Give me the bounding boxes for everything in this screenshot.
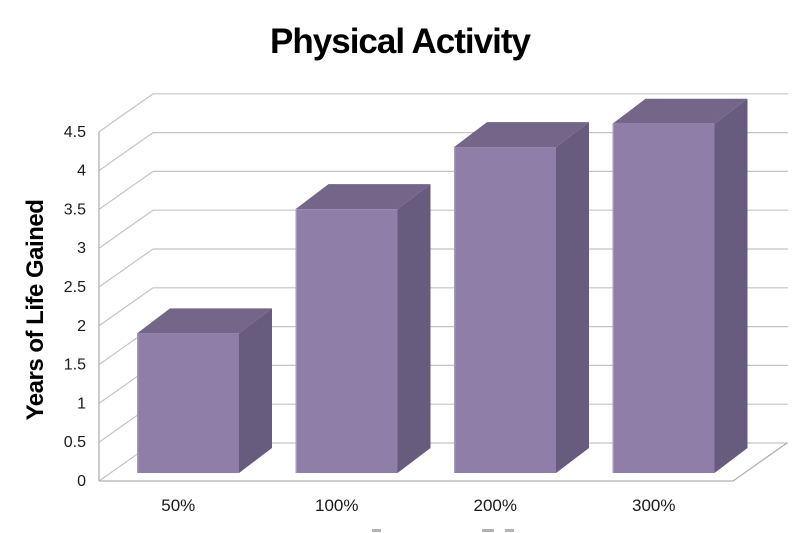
gridline-depth-4.5 bbox=[98, 93, 154, 133]
gridline-depth-2.5 bbox=[98, 248, 154, 288]
clipped-axis-title-mark-1 bbox=[482, 529, 494, 532]
y-tick-label-4.5: 4.5 bbox=[64, 124, 86, 141]
x-category-label-50%: 50% bbox=[161, 496, 195, 515]
y-tick-label-0.5: 0.5 bbox=[64, 434, 86, 451]
bar-front-face-100% bbox=[295, 209, 398, 473]
gridline-depth-2 bbox=[98, 287, 154, 327]
floor-right-edge bbox=[732, 442, 788, 482]
bar-side-face-300% bbox=[714, 98, 748, 474]
bar-top-face-200% bbox=[454, 122, 589, 148]
bar-top-face-100% bbox=[295, 184, 431, 210]
gridline-depth-3 bbox=[98, 209, 154, 249]
clipped-axis-title-mark-2 bbox=[505, 529, 514, 532]
y-tick-label-3: 3 bbox=[77, 240, 86, 257]
y-tick-label-1: 1 bbox=[77, 395, 86, 412]
chart-title: Physical Activity bbox=[270, 22, 531, 61]
bar-front-face-200% bbox=[454, 147, 556, 473]
bar-side-face-50% bbox=[239, 308, 272, 473]
bar-side-face-100% bbox=[397, 184, 431, 473]
bar-front-face-300% bbox=[612, 123, 715, 474]
bar-top-face-300% bbox=[612, 98, 748, 124]
y-tick-label-1.5: 1.5 bbox=[64, 357, 86, 374]
y-tick-label-2.5: 2.5 bbox=[64, 279, 86, 296]
y-tick-label-2: 2 bbox=[77, 318, 86, 335]
bar-front-face-50% bbox=[137, 333, 239, 473]
x-category-label-100%: 100% bbox=[315, 496, 358, 515]
y-tick-label-0: 0 bbox=[77, 473, 86, 490]
x-category-label-300%: 300% bbox=[632, 496, 675, 515]
y-tick-label-4: 4 bbox=[77, 163, 86, 180]
clipped-axis-title-mark-0 bbox=[372, 529, 381, 532]
x-category-label-200%: 200% bbox=[474, 496, 517, 515]
bar-side-face-200% bbox=[556, 122, 589, 473]
y-tick-label-3.5: 3.5 bbox=[64, 201, 86, 218]
bar-top-face-50% bbox=[137, 308, 272, 334]
gridline-depth-3.5 bbox=[98, 170, 154, 210]
gridline-depth-4 bbox=[98, 132, 154, 172]
